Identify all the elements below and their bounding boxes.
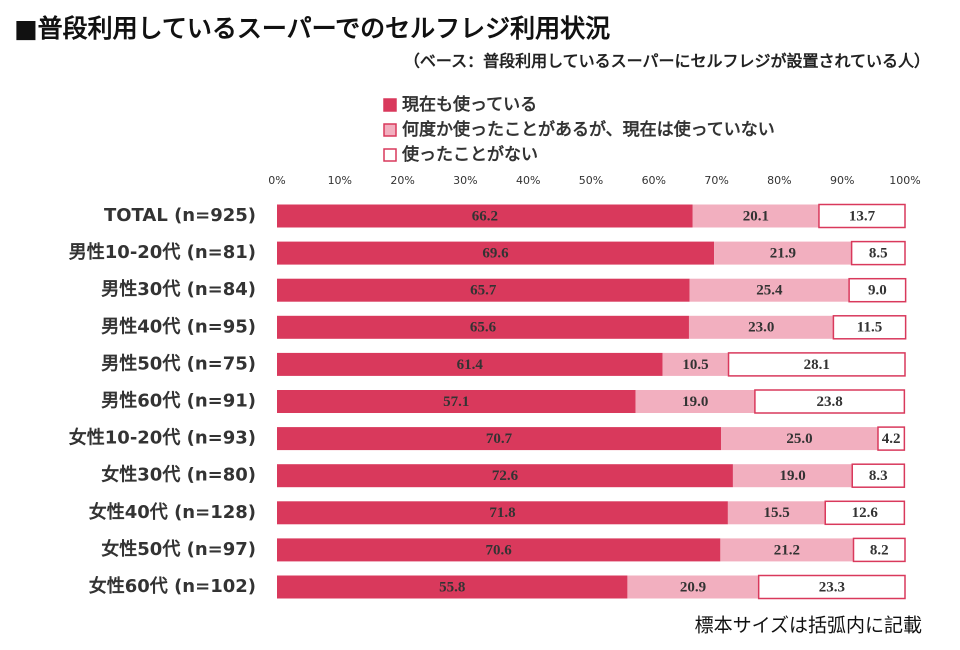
data-label: 65.7 <box>470 283 497 299</box>
data-label: 23.8 <box>817 394 843 410</box>
x-tick-label: 70% <box>704 174 728 187</box>
x-tick-label: 100% <box>889 174 920 187</box>
bar-segment <box>277 575 628 599</box>
bar-segment <box>727 352 906 377</box>
category-label: 女性40代 (n=128) <box>89 501 256 523</box>
data-label: 9.0 <box>868 283 887 299</box>
note: 標本サイズは括弧内に記載 <box>695 615 922 637</box>
data-label: 21.9 <box>770 246 796 262</box>
data-label: 70.6 <box>486 542 513 558</box>
data-label: 69.6 <box>482 246 509 262</box>
bar-segment <box>277 427 721 451</box>
bar-segment <box>277 204 693 228</box>
bar-segment <box>720 538 854 562</box>
data-label: 57.1 <box>443 394 469 410</box>
bar-segment <box>277 390 636 413</box>
bar-segment <box>757 574 906 600</box>
bar-segment <box>727 501 826 525</box>
x-tick-label: 0% <box>268 174 285 187</box>
data-label: 55.8 <box>439 579 465 595</box>
x-tick-label: 10% <box>328 174 352 187</box>
bar-segment <box>688 315 834 339</box>
data-label: 21.2 <box>774 542 800 558</box>
category-label: 女性60代 (n=102) <box>89 575 256 597</box>
data-label: 23.3 <box>819 579 845 595</box>
data-label: 8.2 <box>870 542 889 558</box>
bar-segment <box>754 389 906 414</box>
bar-segment <box>635 390 755 413</box>
bar-segment <box>662 352 729 376</box>
data-label: 15.5 <box>763 505 789 521</box>
bar-segment <box>277 241 715 265</box>
data-label: 8.3 <box>869 468 888 484</box>
data-label: 25.0 <box>786 431 812 447</box>
bar-segment <box>732 464 853 488</box>
legend-label: 何度か使ったことがあるが、現在は使っていない <box>402 119 775 140</box>
bar-segment <box>689 278 850 302</box>
bar-segment <box>848 277 907 303</box>
category-label: 男性10-20代 (n=81) <box>69 241 256 263</box>
bar-segment <box>832 315 907 340</box>
x-tick-label: 90% <box>830 174 854 187</box>
data-label: 71.8 <box>489 505 515 521</box>
bar-segment <box>277 278 690 302</box>
category-label: 女性30代 (n=80) <box>101 464 256 486</box>
bar-segment <box>850 240 906 266</box>
data-label: 70.7 <box>486 431 513 447</box>
data-label: 61.4 <box>457 357 484 373</box>
bar-segment <box>277 464 733 488</box>
x-tick-label: 20% <box>390 174 414 187</box>
category-label: 男性30代 (n=84) <box>101 278 256 300</box>
data-label: 65.6 <box>470 320 497 336</box>
chart-title: ■普段利用しているスーパーでのセルフレジ利用状況 <box>14 14 610 43</box>
x-tick-label: 50% <box>579 174 603 187</box>
chart-subtitle: （ベース：普段利用しているスーパーにセルフレジが設置されている人） <box>404 52 930 71</box>
category-label: 男性40代 (n=95) <box>101 315 256 337</box>
data-label: 72.6 <box>492 468 519 484</box>
bar-segment <box>818 203 906 229</box>
x-tick-label: 30% <box>453 174 477 187</box>
bar-segment <box>692 204 819 228</box>
data-label: 20.9 <box>680 579 706 595</box>
legend-swatch <box>383 123 397 137</box>
data-label: 13.7 <box>849 208 876 224</box>
legend-swatch <box>383 148 397 162</box>
bar-segment <box>627 575 759 599</box>
bar-segment <box>277 315 689 339</box>
data-label: 28.1 <box>804 357 830 373</box>
x-tick-label: 40% <box>516 174 540 187</box>
bar-segment <box>277 352 663 376</box>
category-label: 男性60代 (n=91) <box>101 390 256 412</box>
data-label: 12.6 <box>852 505 879 521</box>
data-label: 20.1 <box>743 208 769 224</box>
data-label: 19.0 <box>682 394 708 410</box>
category-label: 女性50代 (n=97) <box>101 538 256 560</box>
bar-segment <box>852 537 906 563</box>
bar-segment <box>824 500 906 526</box>
x-tick-label: 60% <box>642 174 666 187</box>
data-label: 19.0 <box>779 468 805 484</box>
bar-segment <box>277 538 721 562</box>
data-label: 10.5 <box>682 357 708 373</box>
category-label: 男性50代 (n=75) <box>101 352 256 374</box>
x-tick-label: 80% <box>767 174 791 187</box>
data-label: 8.5 <box>869 246 888 262</box>
category-label: 女性10-20代 (n=93) <box>69 427 256 449</box>
data-label: 11.5 <box>857 320 882 336</box>
data-label: 25.4 <box>756 283 783 299</box>
data-label: 4.2 <box>882 431 901 447</box>
legend-label: 使ったことがない <box>401 144 538 165</box>
bar-segment <box>714 241 852 265</box>
data-label: 23.0 <box>748 320 774 336</box>
data-label: 66.2 <box>472 208 498 224</box>
bar-segment <box>877 426 906 451</box>
bar-segment <box>720 427 878 451</box>
legend-label: 現在も使っている <box>402 94 537 115</box>
bar-segment <box>277 501 728 525</box>
category-label: TOTAL (n=925) <box>104 205 256 226</box>
bar-segment <box>851 463 906 488</box>
legend-swatch <box>383 98 397 112</box>
